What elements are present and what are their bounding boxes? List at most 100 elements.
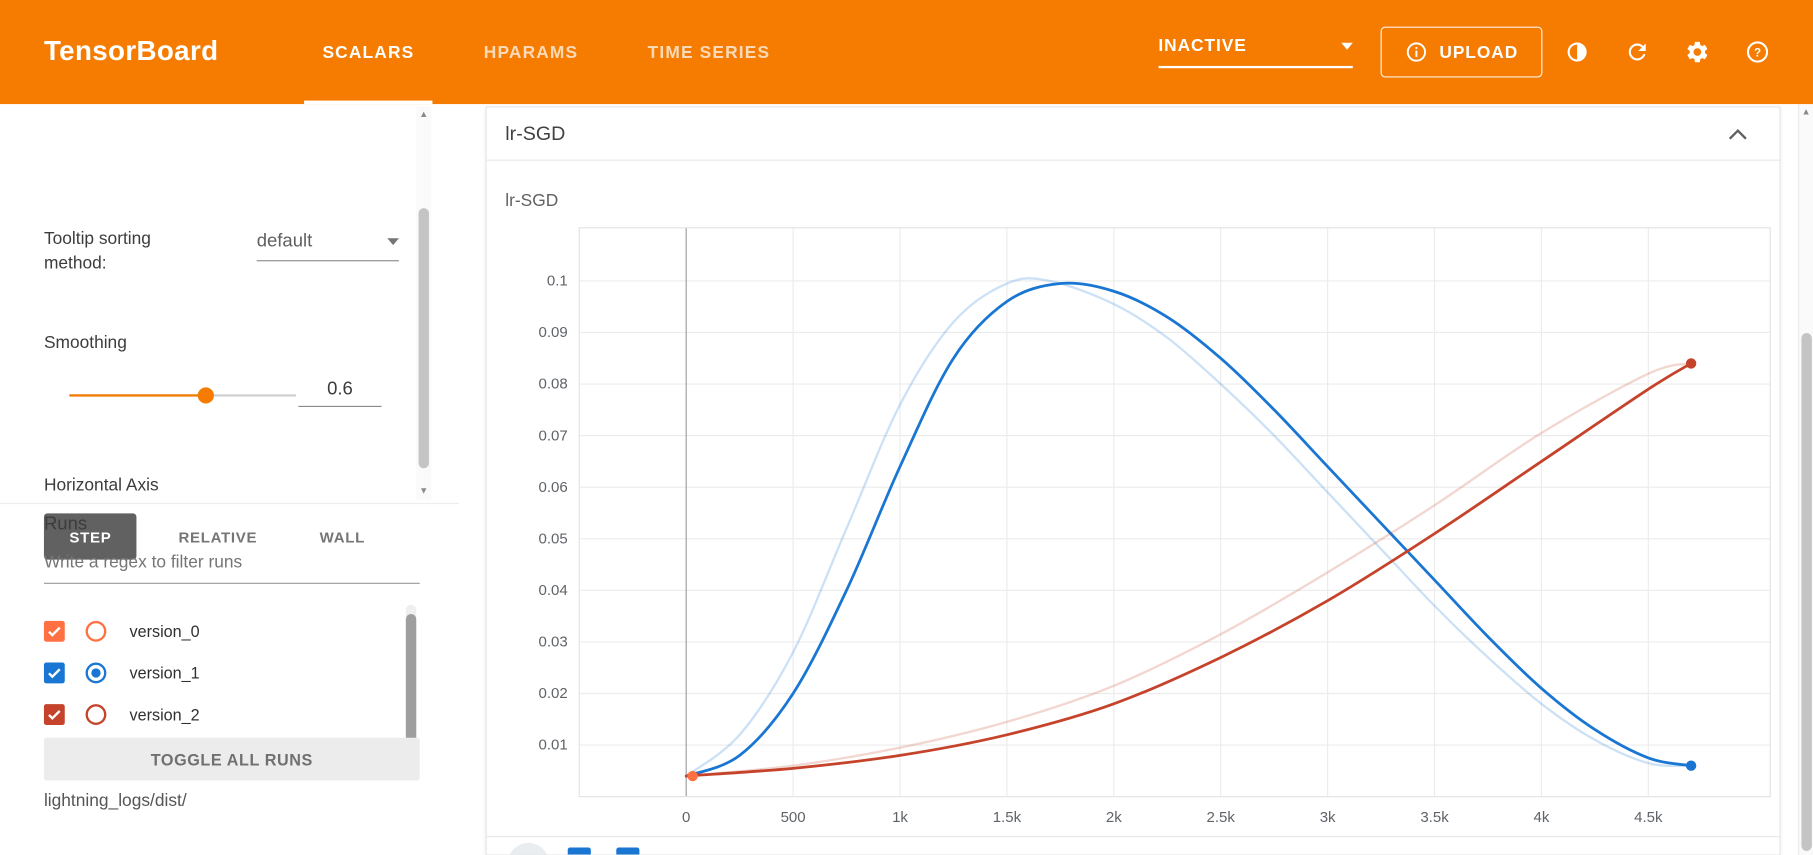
smoothing-label: Smoothing xyxy=(43,333,127,353)
help-button[interactable]: ? xyxy=(1732,27,1783,78)
logdir-path: lightning_logs/dist/ xyxy=(43,790,187,811)
info-icon xyxy=(1406,42,1426,62)
svg-text:1k: 1k xyxy=(892,809,908,826)
chevron-down-icon xyxy=(387,238,399,246)
run-checkbox[interactable] xyxy=(43,704,65,725)
run-row: version_2 xyxy=(43,694,397,736)
collapse-card-button[interactable] xyxy=(1724,120,1752,148)
app-logo[interactable]: TensorBoard xyxy=(43,35,219,68)
scroll-up-arrow[interactable]: ▲ xyxy=(1801,106,1811,117)
upload-button-label: UPLOAD xyxy=(1439,42,1519,62)
run-radio[interactable] xyxy=(85,620,107,642)
svg-text:0.09: 0.09 xyxy=(538,324,567,341)
svg-text:2.5k: 2.5k xyxy=(1207,809,1236,826)
smoothing-value-input[interactable]: 0.6 xyxy=(298,379,382,407)
chart-action-button-2[interactable] xyxy=(616,847,640,855)
svg-text:0.06: 0.06 xyxy=(538,479,567,496)
header-actions: INACTIVE UPLOAD xyxy=(1158,26,1783,78)
tab-time-series[interactable]: TIME SERIES xyxy=(647,42,771,62)
smoothing-slider[interactable] xyxy=(69,386,296,405)
scalar-card-lr-sgd: lr-SGD lr-SGD 0.01 0.02 0.03 0.04 0.05 0.06 0.… xyxy=(485,106,1781,855)
run-radio[interactable] xyxy=(85,662,107,684)
svg-text:0.1: 0.1 xyxy=(547,273,568,290)
svg-text:0.01: 0.01 xyxy=(538,737,567,754)
end-dot-version_0 xyxy=(687,770,698,782)
card-footer-divider xyxy=(486,835,1780,838)
check-icon xyxy=(48,710,61,720)
run-checkbox[interactable] xyxy=(43,620,65,642)
chart-grid xyxy=(578,227,1771,798)
run-checkbox[interactable] xyxy=(43,662,65,684)
expand-chart-button[interactable] xyxy=(507,842,550,855)
series-version_1_smoothed xyxy=(684,281,1693,778)
help-icon: ? xyxy=(1746,41,1769,63)
svg-text:0.03: 0.03 xyxy=(538,634,567,651)
card-title: lr-SGD xyxy=(505,121,566,144)
run-radio[interactable] xyxy=(85,704,107,725)
run-row: version_1 xyxy=(43,652,397,694)
card-header: lr-SGD xyxy=(486,108,1780,161)
check-icon xyxy=(48,668,61,679)
svg-text:0: 0 xyxy=(682,809,690,826)
run-row: version_0 xyxy=(43,611,397,653)
nav-tabs: SCALARS HPARAMS TIME SERIES xyxy=(288,0,805,105)
svg-text:4k: 4k xyxy=(1534,809,1550,826)
end-dot-version_2 xyxy=(1685,358,1697,369)
runs-scrollbar-thumb[interactable] xyxy=(405,613,417,753)
chart-action-button-1[interactable] xyxy=(567,847,591,855)
chevron-up-icon xyxy=(1728,128,1747,139)
svg-text:1.5k: 1.5k xyxy=(993,809,1022,826)
svg-text:0.02: 0.02 xyxy=(538,685,567,702)
status-dropdown-value: INACTIVE xyxy=(1158,35,1247,56)
series-version_1_raw xyxy=(685,277,1693,778)
axis-wall-button[interactable]: WALL xyxy=(299,513,386,559)
check-icon xyxy=(48,626,61,637)
tab-scalars[interactable]: SCALARS xyxy=(288,0,449,105)
app-header: TensorBoard SCALARS HPARAMS TIME SERIES … xyxy=(0,0,1813,105)
svg-text:2k: 2k xyxy=(1106,809,1122,826)
scroll-down-arrow[interactable]: ▼ xyxy=(419,485,429,497)
refresh-icon xyxy=(1628,43,1646,61)
settings-button[interactable] xyxy=(1672,27,1723,78)
reload-button[interactable] xyxy=(1612,27,1663,78)
scroll-up-arrow[interactable]: ▲ xyxy=(419,108,429,120)
scalar-line-chart[interactable]: 0.01 0.02 0.03 0.04 0.05 0.06 0.07 0.08 0.09 0.1 0… xyxy=(487,161,1781,855)
svg-text:500: 500 xyxy=(781,809,806,826)
chevron-down-icon xyxy=(1341,42,1353,50)
chart-series xyxy=(684,277,1693,778)
end-dot-version_1 xyxy=(1685,760,1697,771)
status-dropdown[interactable]: INACTIVE xyxy=(1158,35,1353,69)
run-label[interactable]: version_0 xyxy=(129,622,200,641)
brightness-icon xyxy=(1567,42,1587,62)
tooltip-sorting-label: Tooltip sorting method: xyxy=(43,228,151,273)
settings-scrollbar: ▲ ▼ xyxy=(416,106,432,500)
page-scrollbar: ▲ xyxy=(1797,104,1813,855)
run-label[interactable]: version_2 xyxy=(129,705,200,724)
slider-thumb[interactable] xyxy=(197,387,214,404)
svg-text:0.07: 0.07 xyxy=(538,427,567,444)
tab-hparams[interactable]: HPARAMS xyxy=(483,42,579,62)
upload-button[interactable]: UPLOAD xyxy=(1380,26,1543,78)
series-version_2_smoothed xyxy=(684,362,1693,778)
svg-text:0.08: 0.08 xyxy=(538,376,567,393)
sidebar-divider xyxy=(0,502,460,505)
runs-filter-input[interactable] xyxy=(43,548,420,584)
chart-end-dots xyxy=(687,358,1697,782)
axis-relative-button[interactable]: RELATIVE xyxy=(158,513,278,559)
page-scroll-thumb[interactable] xyxy=(1801,333,1812,851)
gear-icon xyxy=(1687,41,1708,63)
run-label[interactable]: version_1 xyxy=(129,663,200,683)
toggle-all-runs-button[interactable]: TOGGLE ALL RUNS xyxy=(43,737,420,781)
svg-text:0.05: 0.05 xyxy=(538,530,567,547)
scroll-thumb[interactable] xyxy=(418,208,429,469)
sidebar: Tooltip sorting method: default Smoothin… xyxy=(0,104,460,855)
chart-axis-labels: 0.01 0.02 0.03 0.04 0.05 0.06 0.07 0.08 0.09 0.1 0… xyxy=(538,273,1663,827)
svg-text:3.5k: 3.5k xyxy=(1420,809,1449,826)
series-version_2_raw xyxy=(685,362,1693,778)
tooltip-sorting-dropdown[interactable]: default xyxy=(256,231,399,262)
theme-toggle-button[interactable] xyxy=(1552,27,1603,78)
tooltip-sorting-value: default xyxy=(256,231,313,251)
horizontal-axis-label: Horizontal Axis xyxy=(43,475,159,495)
runs-filter xyxy=(43,548,420,584)
